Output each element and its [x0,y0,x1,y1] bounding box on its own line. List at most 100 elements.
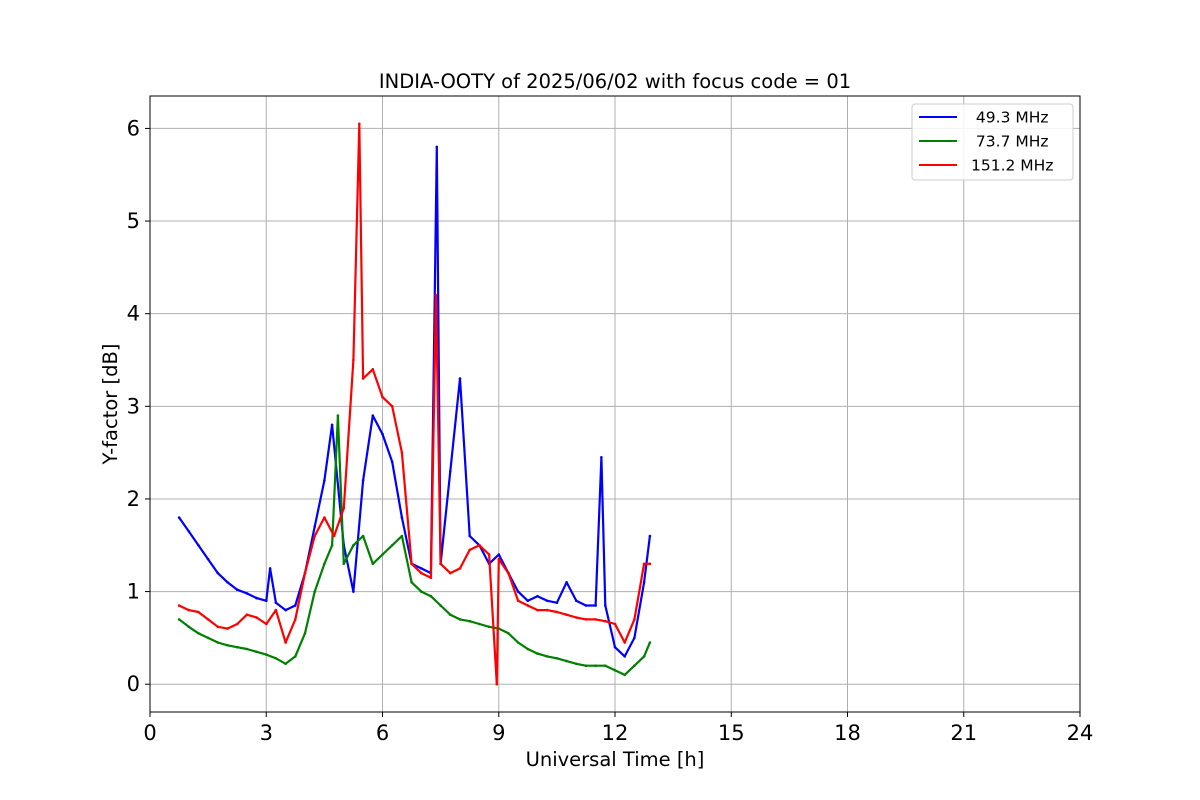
data-point [361,479,365,482]
data-point [381,395,384,399]
data-point [265,653,268,656]
data-point [495,682,499,686]
data-point [575,599,578,603]
data-point [642,562,646,566]
data-point [410,581,413,584]
data-point [545,608,549,612]
data-point [400,451,404,454]
data-point [268,567,272,570]
data-point [420,567,423,570]
data-point [400,534,404,538]
data-point [565,659,568,663]
data-point [410,562,413,566]
data-point [226,627,229,630]
chart-title: INDIA-OOTY of 2025/06/02 with focus code… [379,70,851,93]
data-point [487,625,491,629]
data-point [468,619,472,623]
series-layer [177,122,652,686]
data-point [284,608,287,612]
data-point [336,414,340,417]
x-tick-label: 0 [143,721,156,745]
series-2 [177,122,652,686]
data-point [449,469,452,473]
data-point [294,604,297,607]
data-point [555,601,559,604]
x-tick-label: 24 [1067,721,1094,745]
data-point [358,122,361,126]
y-tick-label: 3 [127,394,140,418]
data-point [526,599,530,603]
data-point [594,664,597,667]
data-point [206,618,210,621]
data-point [400,516,404,519]
legend-label: 151.2 MHz [971,157,1053,175]
x-tick-label: 12 [602,721,629,745]
data-point [536,608,539,612]
data-point [468,548,472,552]
data-point [274,657,278,660]
data-point [497,553,501,556]
data-point [197,632,200,635]
y-tick-label: 1 [127,580,140,604]
data-point [584,604,588,607]
data-point [545,599,549,603]
data-point [435,145,439,149]
data-point [197,544,200,547]
data-point [449,613,452,616]
data-point [594,604,597,607]
data-point [371,562,375,566]
data-point [594,618,597,621]
data-point [613,645,617,649]
data-point [623,655,626,658]
data-point [458,377,462,380]
data-point [536,652,539,655]
data-point [323,562,326,566]
data-point [449,571,452,575]
data-point [274,601,278,604]
data-point [555,657,559,660]
data-point [613,622,617,626]
data-point [342,562,346,566]
data-point [177,516,181,519]
data-point [555,610,559,614]
data-point [487,553,491,556]
data-point [507,632,510,635]
data-point [235,622,239,626]
data-point [216,625,220,629]
data-point [313,590,317,593]
data-point [330,544,334,547]
data-point [352,590,355,593]
data-point [458,618,462,621]
data-point [429,576,433,579]
data-point [330,423,334,427]
data-point [623,673,626,677]
x-tick-label: 3 [260,721,273,745]
data-point [371,414,375,417]
series-0 [177,145,652,658]
data-point [565,581,568,584]
data-point [458,567,462,570]
data-point [600,456,603,459]
data-point [197,610,200,614]
data-point [216,571,220,575]
data-point [613,669,617,672]
y-axis-label: Y-factor [dB] [99,344,122,466]
data-point [187,608,191,612]
y-tick-label: 5 [127,209,140,233]
data-point [177,604,181,607]
data-point [648,641,652,644]
data-point [575,616,578,619]
data-point [265,599,268,603]
data-point [468,534,472,538]
x-tick-label: 18 [834,721,861,745]
data-point [265,622,268,626]
data-point [187,530,191,533]
data-point [216,641,220,644]
data-point [313,525,317,528]
data-point [420,571,423,575]
data-point [226,644,229,647]
data-point [429,594,433,598]
x-axis-label: Universal Time [h] [526,748,705,771]
data-point [575,662,578,666]
data-point [313,534,317,538]
